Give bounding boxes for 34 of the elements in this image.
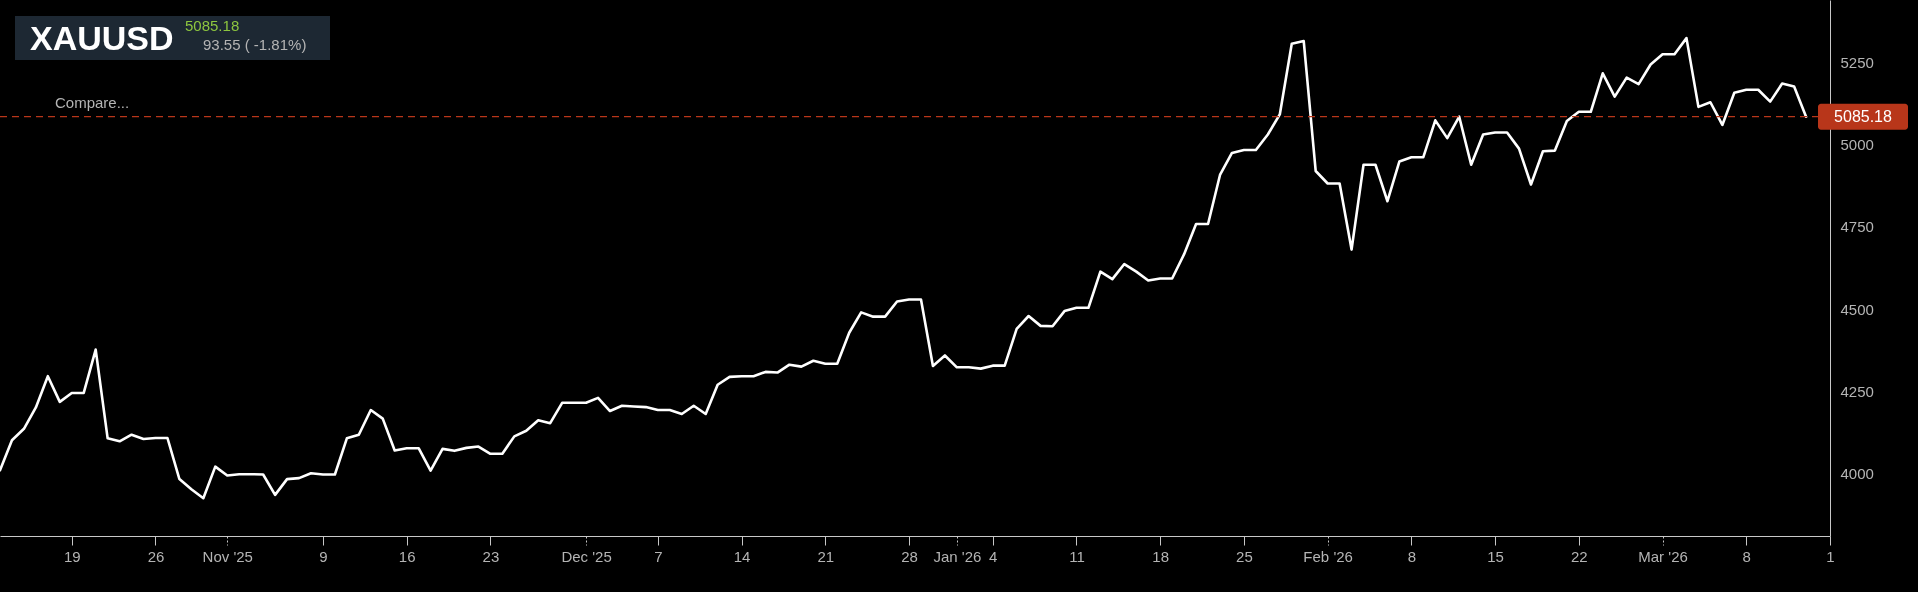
x-tick-label: Dec '25 [561,547,612,565]
x-tick-label: 21 [817,547,835,565]
y-tick-label: 5250 [1840,53,1874,71]
ref-line-label: 5085.18 [1834,107,1893,125]
x-tick-label: 25 [1236,547,1253,565]
x-tick-label: 11 [1069,547,1085,565]
x-tick-label: 7 [654,547,663,565]
y-tick-label: 4000 [1840,465,1874,483]
x-tick-label: 26 [147,547,165,565]
y-tick-label: 4750 [1840,218,1874,236]
text: XAUUSD [30,19,174,57]
x-tick-label: 16 [398,547,416,565]
x-tick-label: 23 [482,547,500,565]
text: 5085.18 [185,17,240,34]
x-tick-label: 14 [733,547,751,565]
x-tick-label: Nov '25 [202,547,253,565]
y-tick-label: 5000 [1840,136,1874,154]
x-tick-label: 22 [1570,547,1588,565]
x-tick-label: 9 [319,547,328,565]
x-tick-label: 18 [1152,547,1170,565]
x-tick-label: Feb '26 [1303,547,1353,565]
x-tick-label: 28 [901,547,918,565]
x-tick-label: 8 [1407,547,1417,565]
y-tick-label: 4250 [1840,382,1874,400]
x-tick-label: 8 [1742,547,1751,565]
x-tick-label: 4 [989,547,998,565]
x-tick-label: Mar '26 [1638,547,1688,565]
annotation: Compare... [55,94,130,111]
x-tick-label: 15 [1487,547,1504,565]
annotation: 93.55 ( -1.81%) [203,36,307,53]
y-tick-label: 4500 [1840,300,1874,318]
x-tick-label: 19 [63,547,81,565]
x-tick-label: Jan '26 [933,547,982,565]
x-tick-label: 1 [1826,547,1835,565]
